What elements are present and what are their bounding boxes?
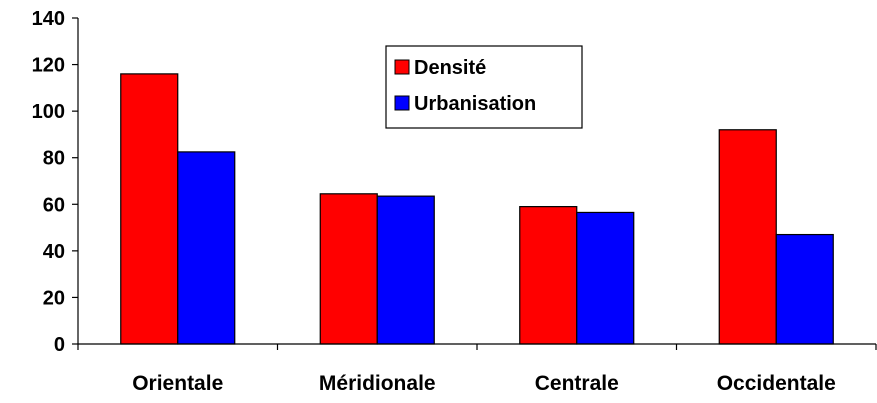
x-category-label: Centrale xyxy=(535,372,619,395)
y-tick-label: 20 xyxy=(43,287,65,309)
legend: Densité Urbanisation xyxy=(385,45,583,129)
bar-densite-3 xyxy=(519,206,578,345)
legend-label: Densité xyxy=(414,57,486,79)
bars-layer xyxy=(120,73,834,345)
bar-urbanisation-2 xyxy=(376,195,435,345)
y-axis-ticks: 0 20 40 60 80 100 120 140 xyxy=(32,8,78,356)
bar-densite-2 xyxy=(319,193,378,345)
legend-box xyxy=(385,45,583,129)
y-tick-label: 140 xyxy=(32,8,65,30)
bar-densite-4 xyxy=(718,129,777,345)
y-tick-label: 100 xyxy=(32,101,65,123)
y-tick-label: 40 xyxy=(43,241,65,263)
legend-swatch xyxy=(394,95,410,111)
legend-label: Urbanisation xyxy=(414,93,536,115)
bar-urbanisation-1 xyxy=(177,151,236,345)
x-category-label: Occidentale xyxy=(717,372,836,395)
x-axis-ticks: Orientale Méridionale Centrale Occidentale xyxy=(77,344,877,395)
bar-urbanisation-4 xyxy=(775,233,834,345)
bar-densite-1 xyxy=(120,73,179,345)
legend-swatch xyxy=(394,59,410,75)
y-tick-label: 60 xyxy=(43,194,65,216)
y-tick-label: 120 xyxy=(32,55,65,77)
x-category-label: Méridionale xyxy=(319,372,436,395)
x-category-label: Orientale xyxy=(132,372,223,395)
bar-urbanisation-3 xyxy=(576,211,635,345)
y-tick-label: 0 xyxy=(54,334,65,356)
y-tick-label: 80 xyxy=(43,148,65,170)
